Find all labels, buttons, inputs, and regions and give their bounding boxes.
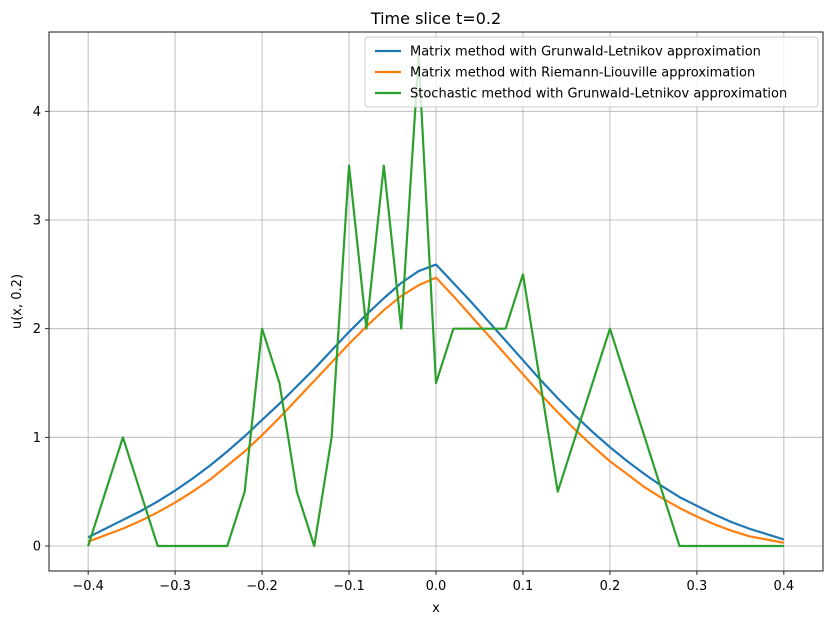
y-tick-label: 1 bbox=[33, 431, 41, 446]
x-tick-label: 0.4 bbox=[774, 579, 795, 594]
x-tick-label: −0.2 bbox=[246, 579, 278, 594]
chart-title: Time slice t=0.2 bbox=[370, 9, 501, 28]
legend: Matrix method with Grunwald-Letnikov app… bbox=[364, 36, 819, 108]
x-tick-label: 0.1 bbox=[513, 579, 534, 594]
x-tick-label: −0.4 bbox=[72, 579, 104, 594]
y-tick-label: 2 bbox=[33, 322, 41, 337]
x-tick-label: 0.0 bbox=[426, 579, 447, 594]
y-axis-label: u(x, 0.2) bbox=[10, 274, 25, 329]
series-group bbox=[87, 55, 785, 548]
series-line-3 bbox=[87, 55, 784, 548]
x-tick-label: −0.3 bbox=[159, 579, 191, 594]
series-line-1 bbox=[87, 263, 785, 541]
y-tick-label: 3 bbox=[33, 213, 41, 228]
legend-label-2: Matrix method with Riemann-Liouville app… bbox=[410, 66, 755, 81]
x-axis-label: x bbox=[432, 601, 440, 616]
legend-box bbox=[364, 36, 819, 108]
x-tick-label: −0.1 bbox=[333, 579, 365, 594]
x-tick-label: 0.2 bbox=[600, 579, 621, 594]
legend-label-1: Matrix method with Grunwald-Letnikov app… bbox=[410, 45, 761, 60]
x-tick-label: 0.3 bbox=[687, 579, 708, 594]
y-tick-label: 0 bbox=[33, 540, 41, 555]
y-tick-label: 4 bbox=[33, 105, 41, 120]
legend-label-3: Stochastic method with Grunwald-Letnikov… bbox=[410, 87, 787, 102]
axis-ticks: −0.4 −0.3 −0.2 −0.1 0.0 0.1 0.2 0.3 0.4 0 1 2 3 4 bbox=[33, 105, 794, 594]
series-line-2 bbox=[87, 276, 785, 544]
